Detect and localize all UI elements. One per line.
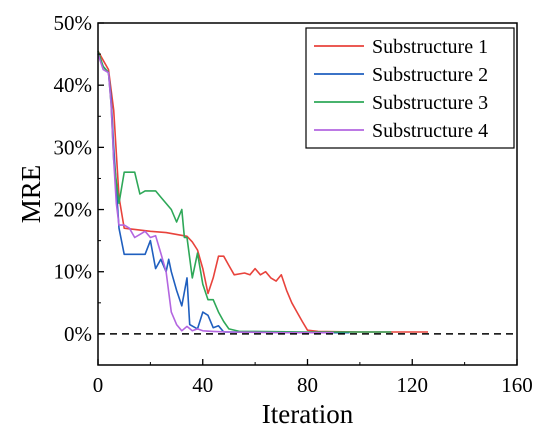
series-line-3 <box>97 50 392 333</box>
y-axis-title: MRE <box>16 165 46 224</box>
legend-box <box>305 27 515 149</box>
series-line-1 <box>97 50 428 333</box>
ticks-layer: 0 40 80 120 160 0% 10% 20% 30% 40% 50% <box>54 11 533 397</box>
legend-label-4: Substructure 4 <box>372 120 488 142</box>
legend-label-3: Substructure 3 <box>372 92 488 114</box>
y-tick-label: 20% <box>54 198 93 222</box>
series-line-4 <box>97 53 334 334</box>
legend-label-1: Substructure 1 <box>372 36 488 58</box>
y-tick-label: 50% <box>54 11 93 35</box>
x-tick-label: 80 <box>297 373 318 397</box>
y-tick-label: 10% <box>54 260 93 284</box>
y-tick-label: 40% <box>54 73 93 97</box>
x-tick-label: 0 <box>93 373 104 397</box>
x-tick-label: 160 <box>501 373 533 397</box>
x-tick-label: 120 <box>397 373 429 397</box>
y-tick-label: 30% <box>54 135 93 159</box>
legend: Substructure 1 Substructure 2 Substructure… <box>305 27 515 149</box>
x-axis-title: Iteration <box>262 399 354 429</box>
series-layer <box>97 50 428 334</box>
x-tick-label: 40 <box>192 373 213 397</box>
y-tick-label: 0% <box>64 322 92 346</box>
legend-label-2: Substructure 2 <box>372 64 488 86</box>
